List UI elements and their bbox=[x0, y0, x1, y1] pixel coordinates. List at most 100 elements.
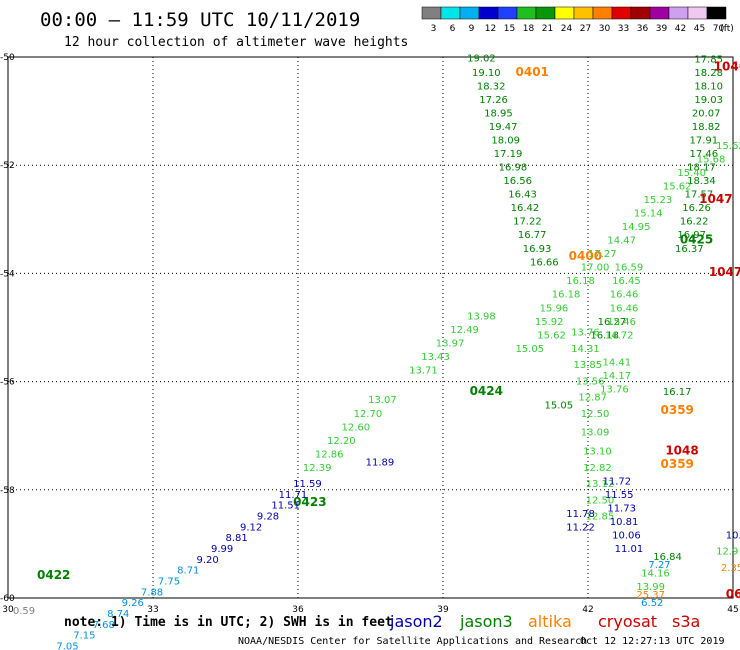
pass-label: 06 bbox=[726, 587, 740, 601]
data-label: 16.42 bbox=[511, 203, 540, 214]
data-label: 7.75 bbox=[158, 576, 180, 587]
data-label: 13.56 bbox=[576, 376, 605, 387]
data-label: 14.95 bbox=[622, 222, 651, 233]
x-tick-label: 30 bbox=[2, 605, 14, 615]
satellite-legend-item: jason3 bbox=[459, 612, 513, 631]
colorbar-label: 33 bbox=[618, 24, 629, 34]
data-label: 8.71 bbox=[177, 566, 199, 577]
data-label: 17.91 bbox=[690, 136, 719, 147]
chart-title: 00:00 – 11:59 UTC 10/11/2019 bbox=[40, 9, 360, 31]
pass-label: 1047 bbox=[709, 265, 740, 279]
pass-label: 1046 bbox=[714, 60, 740, 74]
data-label: 12.85 bbox=[586, 512, 615, 523]
data-label: 8.81 bbox=[226, 533, 248, 544]
data-label: 15.05 bbox=[516, 344, 545, 355]
data-label: 13.99 bbox=[636, 582, 665, 593]
data-label: 18.32 bbox=[477, 81, 506, 92]
data-label: 17.26 bbox=[479, 95, 508, 106]
colorbar-label: 36 bbox=[637, 24, 649, 34]
colorbar: 3 6 9 12 15 18 21 24 27 30 33 36 39 42 45 70(ft) bbox=[421, 6, 734, 34]
data-label: 18.09 bbox=[491, 136, 520, 147]
y-tick-label: -58 bbox=[0, 486, 15, 496]
satellite-legend-item: s3a bbox=[672, 612, 700, 631]
data-label: 9.12 bbox=[240, 522, 262, 533]
data-label: 11.78 bbox=[566, 509, 595, 520]
data-label: 16.93 bbox=[523, 244, 552, 255]
pass-label: 0359 bbox=[661, 457, 694, 471]
footer-timestamp: Oct 12 12:27:13 UTC 2019 bbox=[580, 636, 725, 647]
x-tick-label: 42 bbox=[582, 605, 593, 615]
colorbar-swatch bbox=[611, 6, 632, 20]
colorbar-label: 3 bbox=[431, 24, 437, 34]
colorbar-label: 24 bbox=[561, 24, 573, 34]
colorbar-label: 21 bbox=[542, 24, 553, 34]
data-label: 11.22 bbox=[566, 522, 595, 533]
pass-label: 1048 bbox=[665, 444, 698, 458]
data-label: 13.12 bbox=[586, 479, 615, 490]
data-label: 16.22 bbox=[680, 217, 709, 228]
data-label: 15.62 bbox=[716, 141, 740, 152]
data-label: 15.14 bbox=[634, 209, 663, 220]
data-label: 18.17 bbox=[687, 163, 716, 174]
colorbar-swatch bbox=[706, 6, 727, 20]
satellite-legend-item: cryosat bbox=[598, 612, 657, 631]
data-label: 11.59 bbox=[293, 479, 322, 490]
data-label: 16.18 bbox=[566, 276, 595, 287]
data-label: 17.57 bbox=[685, 190, 714, 201]
data-label: 12.50 bbox=[581, 409, 610, 420]
data-label: 18.95 bbox=[484, 109, 513, 120]
data-label: 20.07 bbox=[692, 109, 721, 120]
y-tick-label: -50 bbox=[0, 53, 15, 63]
colorbar-label: 18 bbox=[523, 24, 535, 34]
data-label: 12.39 bbox=[303, 463, 332, 474]
data-label: 12.50 bbox=[586, 495, 615, 506]
data-label: 10.06 bbox=[612, 530, 641, 541]
data-label: 14.47 bbox=[607, 236, 636, 247]
pass-label: 0359 bbox=[661, 403, 694, 417]
data-label: 16.46 bbox=[610, 303, 639, 314]
data-label: 19.03 bbox=[694, 95, 723, 106]
data-label: 25.37 bbox=[636, 590, 665, 601]
data-label: 14.17 bbox=[603, 371, 632, 382]
data-label: 16.17 bbox=[663, 387, 692, 398]
y-tick-label: -60 bbox=[0, 594, 15, 604]
pass-label: 0401 bbox=[516, 65, 549, 79]
data-label: 14.31 bbox=[571, 344, 600, 355]
data-label: 16.45 bbox=[612, 276, 641, 287]
data-label: 12.87 bbox=[578, 393, 607, 404]
plot-frame bbox=[7, 56, 734, 599]
data-label: 16.97 bbox=[677, 230, 706, 241]
data-label: 15.68 bbox=[697, 154, 726, 165]
x-tick-label: 45 bbox=[727, 605, 738, 615]
colorbar-swatch bbox=[478, 6, 499, 20]
data-label: 12.82 bbox=[583, 463, 612, 474]
data-label: 19.02 bbox=[467, 53, 496, 64]
data-label: 9.28 bbox=[257, 512, 279, 523]
data-label: 7.88 bbox=[141, 587, 163, 598]
data-label: 11.71 bbox=[279, 490, 308, 501]
colorbar-swatch bbox=[440, 6, 461, 20]
data-label: 12.70 bbox=[354, 409, 383, 420]
satellite-legend: jason2 jason3 altika cryosat s3a bbox=[389, 612, 700, 631]
data-label: 16.37 bbox=[675, 244, 704, 255]
data-label: 13.09 bbox=[581, 428, 610, 439]
data-label: 10. bbox=[726, 530, 740, 541]
colorbar-swatch bbox=[649, 6, 670, 20]
data-label: 9.26 bbox=[122, 598, 144, 609]
data-label: 18.28 bbox=[694, 68, 723, 79]
colorbar-label: 70 bbox=[713, 24, 725, 34]
axis-ticks: 30 33 36 39 42 45 -50 -52 -54 -56 -58 -60 bbox=[0, 53, 739, 615]
colorbar-swatch bbox=[592, 6, 613, 20]
data-label: 19.47 bbox=[489, 122, 518, 133]
x-tick-label: 36 bbox=[292, 605, 304, 615]
colorbar-label: 12 bbox=[485, 24, 496, 34]
colorbar-swatch bbox=[630, 6, 651, 20]
data-label: 13.97 bbox=[436, 338, 465, 349]
data-label: 16.66 bbox=[530, 257, 559, 268]
data-label: 7.27 bbox=[648, 560, 670, 571]
data-label: 7.68 bbox=[93, 620, 115, 631]
data-label: 13.07 bbox=[368, 395, 397, 406]
data-label: 9.99 bbox=[211, 544, 233, 555]
data-label: 18.82 bbox=[692, 122, 721, 133]
data-label: 13.71 bbox=[409, 365, 438, 376]
